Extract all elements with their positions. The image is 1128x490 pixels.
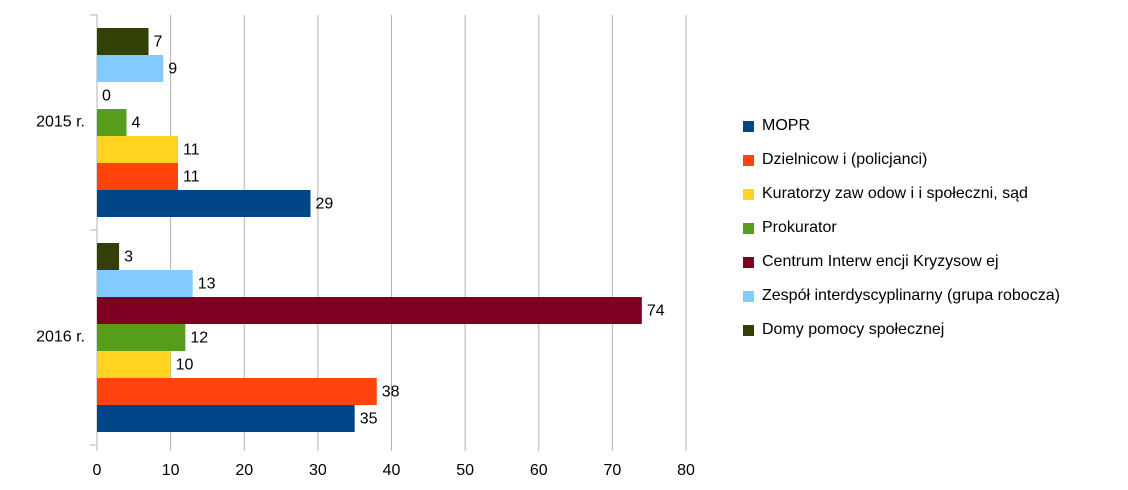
legend-swatch (743, 155, 754, 166)
data-label: 9 (168, 61, 177, 78)
legend-label: MOPR (762, 117, 810, 134)
legend-item: Dzielnicow i (policjanci) (743, 150, 1093, 170)
bar (97, 351, 171, 378)
legend-swatch (743, 121, 754, 132)
x-tick-label: 40 (383, 462, 401, 479)
legend-swatch (743, 325, 754, 336)
data-label: 12 (190, 330, 208, 347)
data-label: 0 (102, 88, 111, 105)
bar (97, 163, 178, 190)
legend: MOPR Dzielnicow i (policjanci) Kuratorzy z… (743, 116, 1093, 354)
data-label: 11 (183, 169, 200, 186)
bar (97, 190, 311, 217)
bar (97, 136, 178, 163)
x-tick-label: 0 (93, 462, 102, 479)
legend-item: Centrum Interw encji Kryzysow ej (743, 252, 1093, 272)
legend-item: Kuratorzy zaw odow i i społeczni, sąd (743, 184, 1093, 204)
x-tick-label: 10 (162, 462, 180, 479)
legend-label: Centrum Interw encji Kryzysow ej (762, 253, 999, 270)
legend-swatch (743, 223, 754, 234)
bar (97, 297, 642, 324)
legend-label: Domy pomocy społecznej (762, 321, 945, 338)
legend-label: Dzielnicow i (policjanci) (762, 151, 928, 168)
legend-swatch (743, 257, 754, 268)
legend-label: Prokurator (762, 219, 837, 236)
x-tick-label: 50 (456, 462, 474, 479)
data-label: 74 (647, 303, 665, 320)
legend-item: MOPR (743, 116, 1093, 136)
data-label: 3 (124, 249, 133, 266)
legend-item: Zespół interdyscyplinarny (grupa robocza… (743, 286, 1093, 306)
x-tick-label: 20 (235, 462, 253, 479)
legend-swatch (743, 189, 754, 200)
legend-label: Kuratorzy zaw odow i i społeczni, sąd (762, 185, 1028, 202)
data-label: 7 (154, 34, 163, 51)
bar (97, 270, 193, 297)
data-label: 38 (382, 384, 400, 401)
bar (97, 324, 186, 351)
bar (97, 28, 149, 55)
data-label: 10 (176, 357, 194, 374)
bar (97, 405, 355, 432)
data-label: 35 (360, 411, 378, 428)
bar (97, 243, 120, 270)
bar (97, 55, 164, 82)
y-tick-label: 2015 r. (36, 114, 85, 131)
data-label: 11 (183, 142, 200, 159)
x-tick-label: 70 (603, 462, 621, 479)
bar (97, 378, 377, 405)
data-label: 29 (316, 196, 334, 213)
data-label: 4 (131, 115, 140, 132)
y-tick-label: 2016 r. (36, 329, 85, 346)
x-tick-label: 80 (677, 462, 695, 479)
bar (97, 109, 127, 136)
data-label: 13 (198, 276, 216, 293)
x-tick-label: 60 (530, 462, 548, 479)
legend-swatch (743, 291, 754, 302)
x-tick-label: 30 (309, 462, 327, 479)
legend-label: Zespół interdyscyplinarny (grupa robocza… (762, 287, 1060, 304)
legend-item: Domy pomocy społecznej (743, 320, 1093, 340)
legend-item: Prokurator (743, 218, 1093, 238)
